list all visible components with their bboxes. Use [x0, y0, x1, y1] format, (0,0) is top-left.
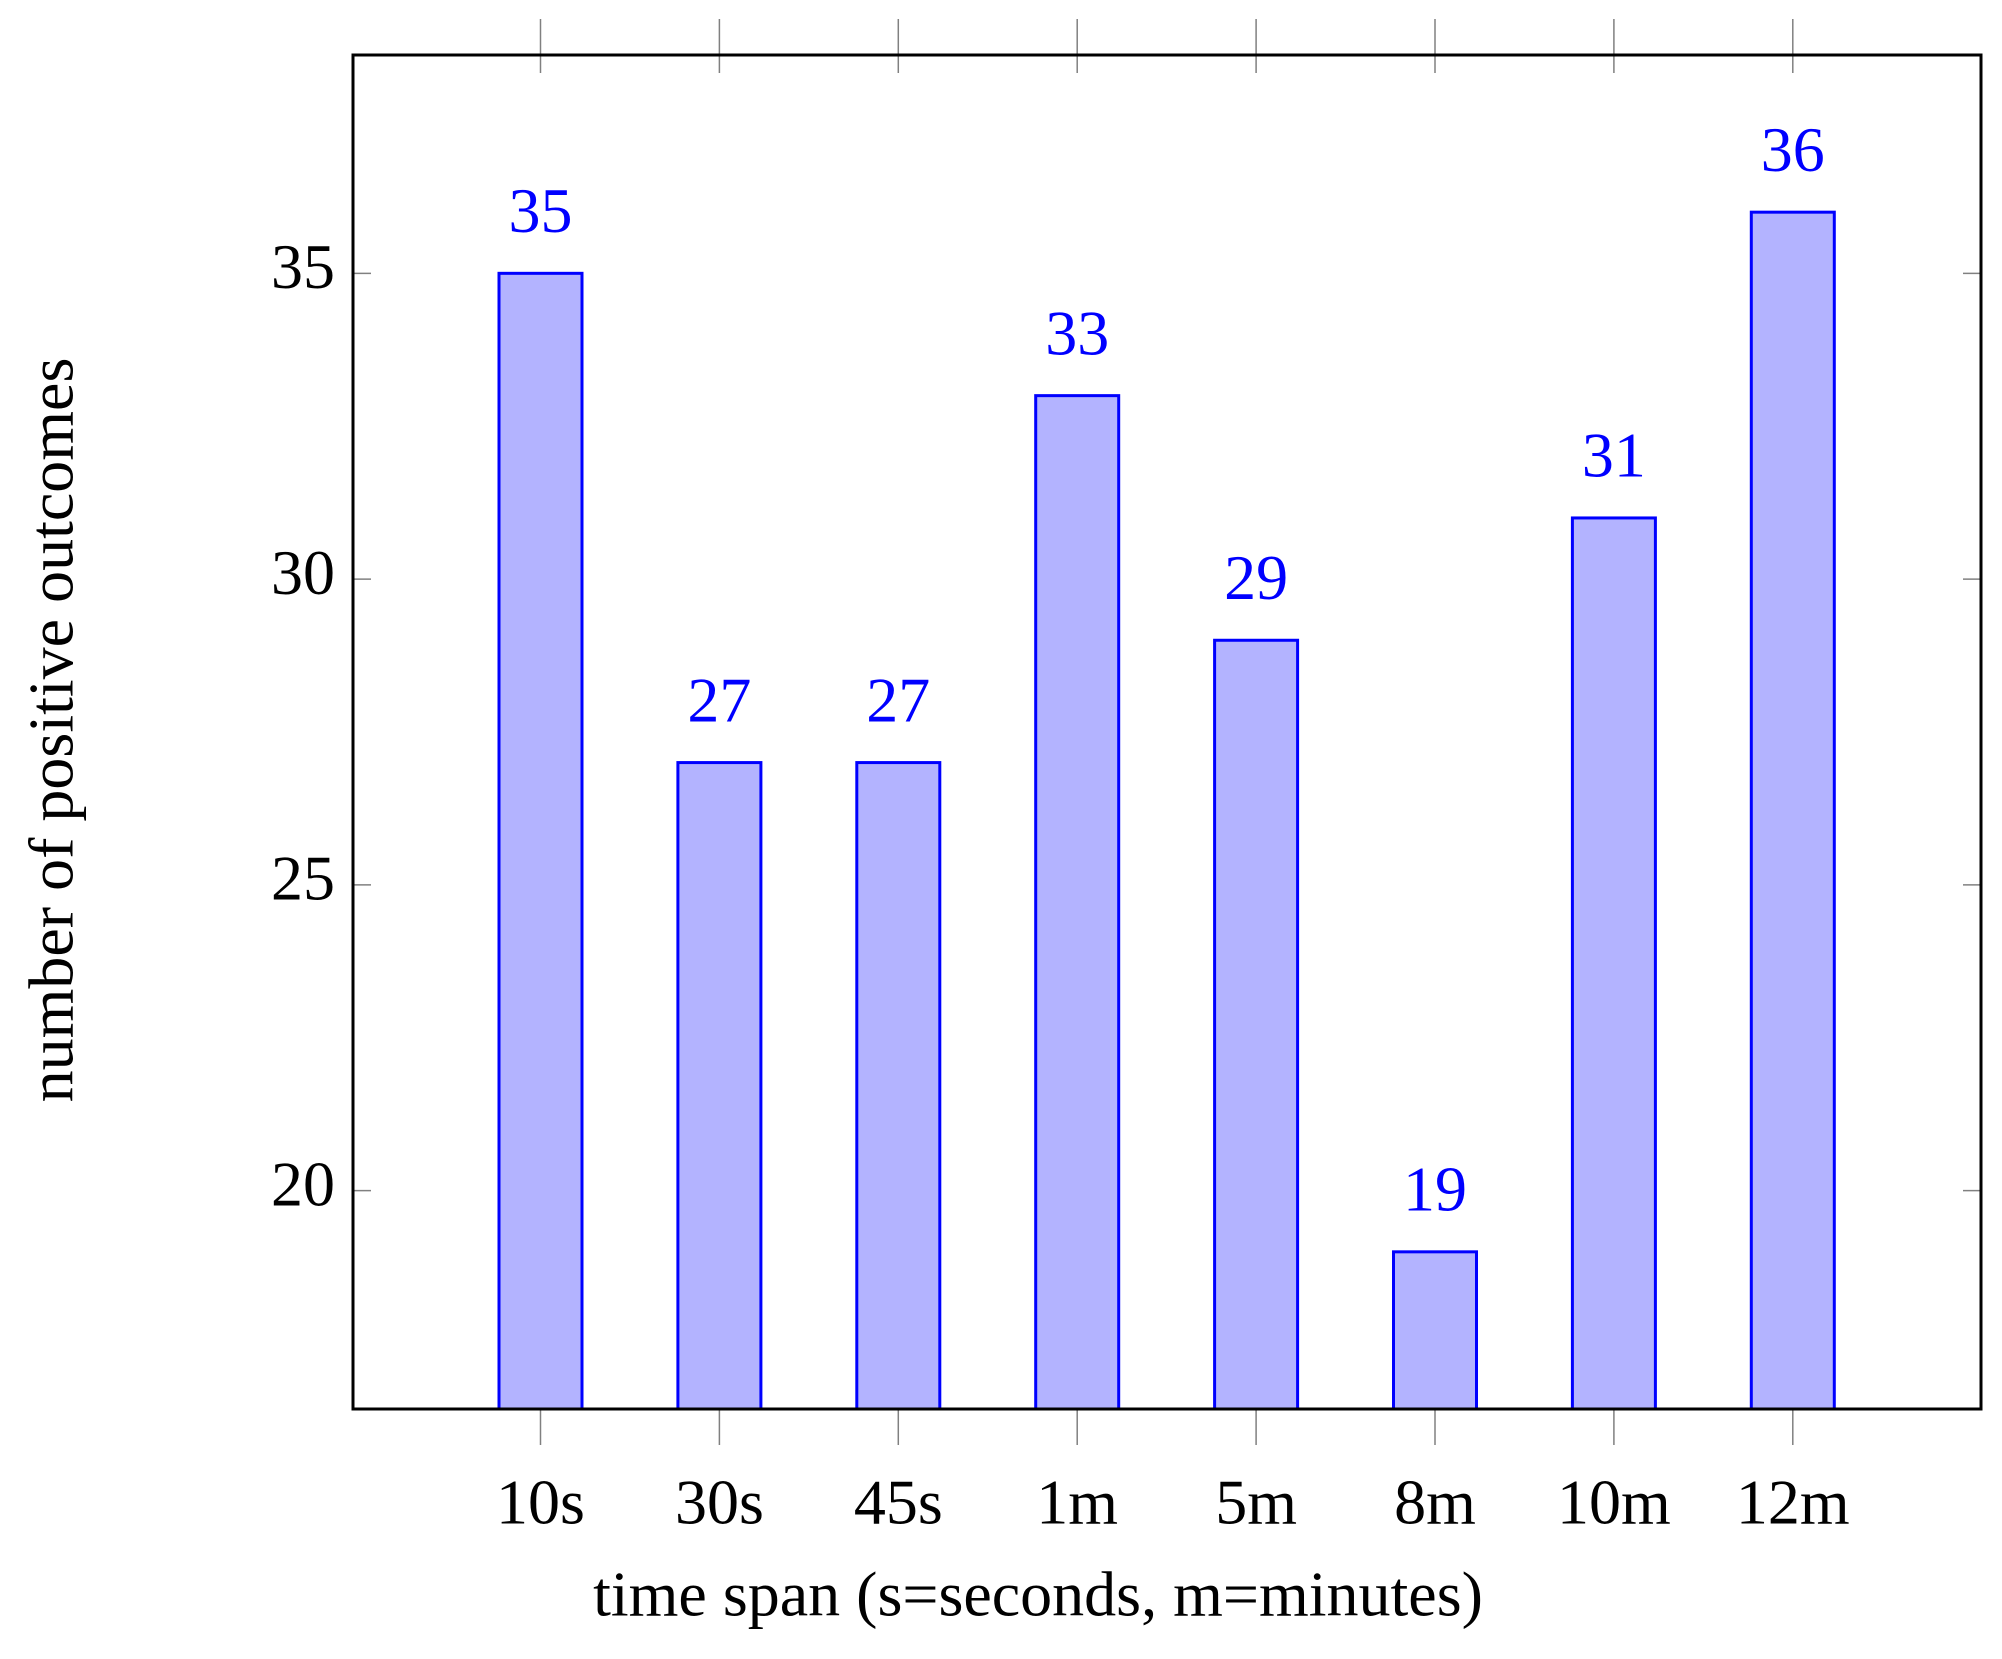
- y-axis-label: number of positive outcomes: [16, 358, 87, 1103]
- y-tick-label: 35: [271, 231, 335, 302]
- data-label: 27: [866, 664, 930, 735]
- data-label: 35: [509, 175, 573, 246]
- x-axis-label: time span (s=seconds, m=minutes): [593, 1559, 1483, 1630]
- x-tick-label: 30s: [675, 1467, 764, 1538]
- bar: [497, 271, 584, 1411]
- data-label: 33: [1045, 297, 1109, 368]
- x-tick-label: 1m: [1036, 1467, 1118, 1538]
- x-tick-label: 10s: [496, 1467, 585, 1538]
- data-label: 27: [687, 664, 751, 735]
- data-label: 29: [1224, 542, 1288, 613]
- plot-frame: [351, 53, 1983, 1411]
- data-label: 19: [1403, 1154, 1467, 1225]
- x-tick-label: 5m: [1215, 1467, 1297, 1538]
- y-tick-label: 25: [271, 843, 335, 914]
- bar: [855, 761, 942, 1411]
- data-label: 31: [1582, 420, 1646, 491]
- bar: [676, 761, 763, 1411]
- y-tick-label: 20: [271, 1148, 335, 1219]
- x-tick-label: 45s: [854, 1467, 943, 1538]
- x-tick-label: 12m: [1736, 1467, 1850, 1538]
- bar: [1570, 516, 1657, 1411]
- bar: [1392, 1250, 1478, 1411]
- x-tick-label: 8m: [1394, 1467, 1476, 1538]
- bar: [1213, 638, 1300, 1411]
- x-tick-label: 10m: [1557, 1467, 1671, 1538]
- data-label: 36: [1761, 114, 1825, 185]
- y-tick-label: 30: [271, 537, 335, 608]
- bar: [1749, 210, 1836, 1411]
- bar: [1034, 394, 1121, 1411]
